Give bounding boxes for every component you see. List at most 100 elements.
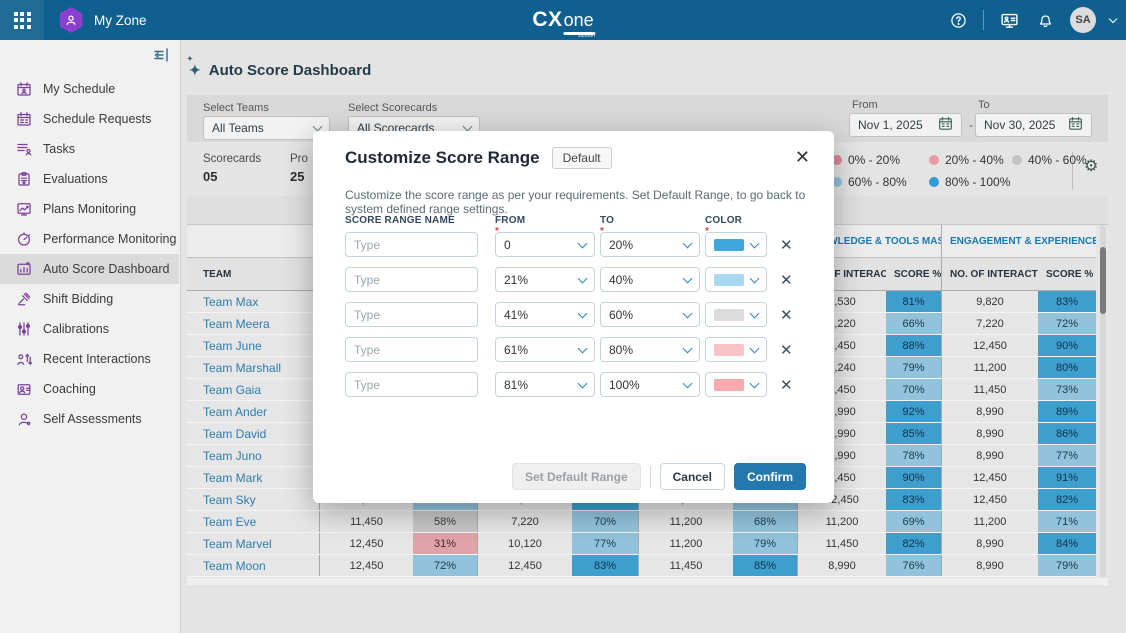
sidebar-item-auto-score-dashboard[interactable]: Auto Score Dashboard xyxy=(0,254,179,284)
from-select[interactable]: 81% xyxy=(495,372,595,397)
from-date-input[interactable]: Nov 1, 2025 xyxy=(849,113,962,137)
legend-label: 40% - 60% xyxy=(1028,153,1087,167)
color-select[interactable] xyxy=(705,372,767,397)
range-name-input[interactable]: Type xyxy=(345,302,478,327)
sidebar-item-recent-interactions[interactable]: Recent Interactions xyxy=(0,344,179,374)
chevron-down-icon xyxy=(749,308,760,318)
score-cell: 68% xyxy=(733,511,797,532)
color-select[interactable] xyxy=(705,337,767,362)
teams-select[interactable]: All Teams xyxy=(203,116,330,140)
team-link[interactable]: Team David xyxy=(203,426,267,441)
team-link[interactable]: Team Moon xyxy=(203,558,266,573)
interactions-cell: 7,220 xyxy=(477,511,572,532)
product-switcher[interactable]: My Zone xyxy=(58,7,147,33)
range-name-input[interactable]: Type xyxy=(345,267,478,292)
chevron-down-icon xyxy=(682,238,693,248)
team-link[interactable]: Team Gaia xyxy=(203,382,262,397)
color-select[interactable] xyxy=(705,302,767,327)
sidebar-item-label: Evaluations xyxy=(43,172,108,186)
chevron-down-icon xyxy=(312,121,323,132)
notifications-bell-icon[interactable] xyxy=(1034,9,1056,31)
logo-one: one xyxy=(563,9,596,35)
set-default-range-button[interactable]: Set Default Range xyxy=(511,463,641,490)
interactions-cell: 11,200 xyxy=(941,357,1038,378)
team-link[interactable]: Team Meera xyxy=(203,316,270,331)
remove-row-icon[interactable]: ✕ xyxy=(780,236,793,254)
interactions-cell: 8,990 xyxy=(797,555,886,576)
remove-row-icon[interactable]: ✕ xyxy=(780,306,793,324)
sidebar-item-label: Self Assessments xyxy=(43,412,142,426)
sidebar-collapse-icon[interactable] xyxy=(152,46,170,69)
cancel-button[interactable]: Cancel xyxy=(659,463,725,490)
legend-label: 60% - 80% xyxy=(848,175,907,189)
team-link[interactable]: Team Marshall xyxy=(203,360,282,375)
team-link[interactable]: Team Eve xyxy=(203,514,257,529)
horizontal-scrollbar[interactable] xyxy=(187,578,1108,585)
select-scorecards-label: Select Scorecards xyxy=(348,102,438,114)
legend-dot-icon xyxy=(1012,155,1022,165)
sidebar-item-tasks[interactable]: Tasks xyxy=(0,134,179,164)
remove-row-icon[interactable]: ✕ xyxy=(780,376,793,394)
chevron-down-icon xyxy=(577,308,588,318)
remove-row-icon[interactable]: ✕ xyxy=(780,341,793,359)
team-link[interactable]: Team Ander xyxy=(203,404,268,419)
score-cell: 86% xyxy=(1038,423,1096,444)
apps-grid-button[interactable] xyxy=(0,0,44,40)
confirm-button[interactable]: Confirm xyxy=(734,463,806,490)
score-cell: 77% xyxy=(572,533,638,554)
team-link[interactable]: Team Juno xyxy=(203,448,262,463)
sidebar-item-my-schedule[interactable]: My Schedule xyxy=(0,74,179,104)
color-swatch xyxy=(714,238,744,251)
sidebar-item-self-assessments[interactable]: Self Assessments xyxy=(0,404,179,434)
color-select[interactable] xyxy=(705,267,767,292)
sidebar-item-shift-bidding[interactable]: Shift Bidding xyxy=(0,284,179,314)
avatar[interactable]: SA xyxy=(1070,7,1096,33)
to-select[interactable]: 80% xyxy=(600,337,700,362)
to-select[interactable]: 40% xyxy=(600,267,700,292)
score-cell: 85% xyxy=(733,555,797,576)
sidebar-item-coaching[interactable]: Coaching xyxy=(0,374,179,404)
range-name-input[interactable]: Type xyxy=(345,232,478,257)
vertical-scrollbar[interactable] xyxy=(1100,225,1106,578)
from-select[interactable]: 21% xyxy=(495,267,595,292)
to-select[interactable]: 100% xyxy=(600,372,700,397)
to-select[interactable]: 60% xyxy=(600,302,700,327)
sidebar-item-plans-monitoring[interactable]: Plans Monitoring xyxy=(0,194,179,224)
interactions-cell: 8,990 xyxy=(941,445,1038,466)
page-title: ✦ Auto Score Dashboard xyxy=(187,55,371,79)
team-link[interactable]: Team Mark xyxy=(203,470,263,485)
from-select[interactable]: 0 xyxy=(495,232,595,257)
help-icon[interactable] xyxy=(947,9,969,31)
default-badge: Default xyxy=(551,147,612,169)
team-link[interactable]: Team June xyxy=(203,338,262,353)
remove-row-icon[interactable]: ✕ xyxy=(780,271,793,289)
score-cell: 72% xyxy=(1038,313,1096,334)
interactions-cell: 11,200 xyxy=(638,533,733,554)
to-select[interactable]: 20% xyxy=(600,232,700,257)
team-link[interactable]: Team Sky xyxy=(203,492,256,507)
performance-monitoring-icon xyxy=(16,231,32,247)
table-row: Team Marvel 12,450 31% 10,120 77% 11,200 79% 11… xyxy=(187,533,1096,555)
calibrations-icon xyxy=(16,321,32,337)
range-name-input[interactable]: Type xyxy=(345,372,478,397)
screen-share-icon[interactable] xyxy=(998,9,1020,31)
from-select[interactable]: 41% xyxy=(495,302,595,327)
sidebar-item-calibrations[interactable]: Calibrations xyxy=(0,314,179,344)
vertical-scrollbar-thumb[interactable] xyxy=(1100,247,1106,314)
sidebar-item-schedule-requests[interactable]: Schedule Requests xyxy=(0,104,179,134)
from-select[interactable]: 61% xyxy=(495,337,595,362)
to-date-input[interactable]: Nov 30, 2025 xyxy=(975,113,1092,137)
team-link[interactable]: Team Max xyxy=(203,294,259,309)
color-select[interactable] xyxy=(705,232,767,257)
range-name-input[interactable]: Type xyxy=(345,337,478,362)
color-column-label: COLOR * xyxy=(705,215,743,237)
sidebar-item-performance-monitoring[interactable]: Performance Monitoring xyxy=(0,224,179,254)
user-caret-icon[interactable] xyxy=(1108,14,1118,23)
chevron-down-icon xyxy=(682,343,693,353)
settings-gear-icon[interactable]: ⚙ xyxy=(1084,158,1099,175)
sidebar-item-evaluations[interactable]: Evaluations xyxy=(0,164,179,194)
team-link[interactable]: Team Marvel xyxy=(203,536,272,551)
close-icon[interactable]: ✕ xyxy=(794,147,810,167)
interactions-cell: 12,450 xyxy=(319,555,413,576)
